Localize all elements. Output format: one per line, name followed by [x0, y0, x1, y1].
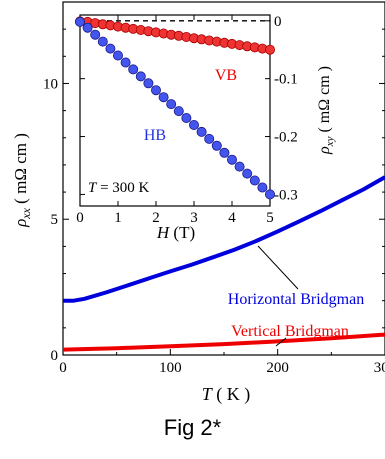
hb-data-point	[204, 133, 215, 144]
main-ticks: 01002003000510	[43, 28, 385, 376]
hb-data-point	[196, 126, 207, 137]
hb-data-point	[264, 189, 275, 200]
inset-xtick-label: 1	[114, 210, 122, 226]
main-xlabel: T ( K )	[202, 384, 251, 405]
hb-data-point	[242, 168, 253, 179]
hb-data-point	[173, 106, 184, 117]
inset-ytick-label: -0.3	[274, 187, 298, 203]
inset-label-hb: HB	[144, 127, 166, 144]
main-xtick-label: 0	[59, 360, 67, 376]
hb-data-point	[120, 57, 131, 68]
series-line-horizontal-bridgman	[63, 175, 385, 303]
hb-data-point	[75, 16, 86, 27]
label-vertical-bridgman: Vertical Bridgman	[231, 323, 349, 340]
hb-data-point	[128, 64, 139, 75]
figure-caption: Fig 2*	[163, 415, 222, 440]
hb-data-point	[188, 120, 199, 131]
hb-leader-line	[257, 245, 299, 290]
main-ytick-label: 0	[51, 348, 59, 364]
inset-ylabel: ρxy ( mΩ cm )	[316, 66, 336, 155]
inset-xtick-label: 3	[190, 210, 198, 226]
inset-ticks: 0 1 2 3 4 5 0 -0.1 -0.2 -0.3	[76, 14, 298, 226]
hb-data-point	[226, 154, 237, 165]
hb-data-point	[219, 147, 230, 158]
vb-leader-line	[275, 337, 287, 347]
inset-ytick-label: -0.2	[274, 130, 298, 146]
inset-xtick-label: 0	[76, 210, 84, 226]
hb-data-point	[158, 92, 169, 103]
hb-data-point	[234, 161, 245, 172]
vb-data-point	[264, 44, 275, 55]
hb-data-point	[135, 71, 146, 82]
hb-data-point	[150, 85, 161, 96]
main-xtick-label: 300	[374, 360, 385, 376]
inset-xlabel: H (T)	[156, 223, 195, 242]
hb-data-point	[143, 78, 154, 89]
main-series	[62, 175, 385, 352]
inset-ytick-label: -0.1	[274, 72, 298, 88]
hb-data-point	[97, 36, 108, 47]
hb-data-point	[113, 50, 124, 61]
inset-xtick-label: 5	[266, 210, 274, 226]
main-xtick-label: 100	[159, 360, 182, 376]
inset-series	[75, 16, 275, 200]
inset-label-vb: VB	[215, 67, 237, 84]
inset-ytick-label: 0	[274, 14, 282, 30]
main-ytick-label: 5	[51, 212, 59, 228]
hb-data-point	[82, 22, 93, 33]
label-horizontal-bridgman: Horizontal Bridgman	[228, 291, 364, 308]
hb-data-point	[90, 29, 101, 40]
main-ytick-label: 10	[43, 76, 58, 92]
inset-temperature-annotation: T = 300 K	[88, 180, 150, 196]
hb-data-point	[249, 175, 260, 186]
main-xtick-label: 200	[266, 360, 289, 376]
hb-data-point	[105, 43, 116, 54]
inset-xtick-label: 2	[152, 210, 160, 226]
hb-data-point	[211, 140, 222, 151]
hb-data-point	[257, 182, 268, 193]
hb-data-point	[181, 113, 192, 124]
hb-data-point	[166, 99, 177, 110]
main-ylabel: ρxx ( mΩ cm )	[11, 133, 33, 228]
inset-xtick-label: 4	[228, 210, 236, 226]
series-line-vertical-bridgman	[62, 332, 385, 352]
